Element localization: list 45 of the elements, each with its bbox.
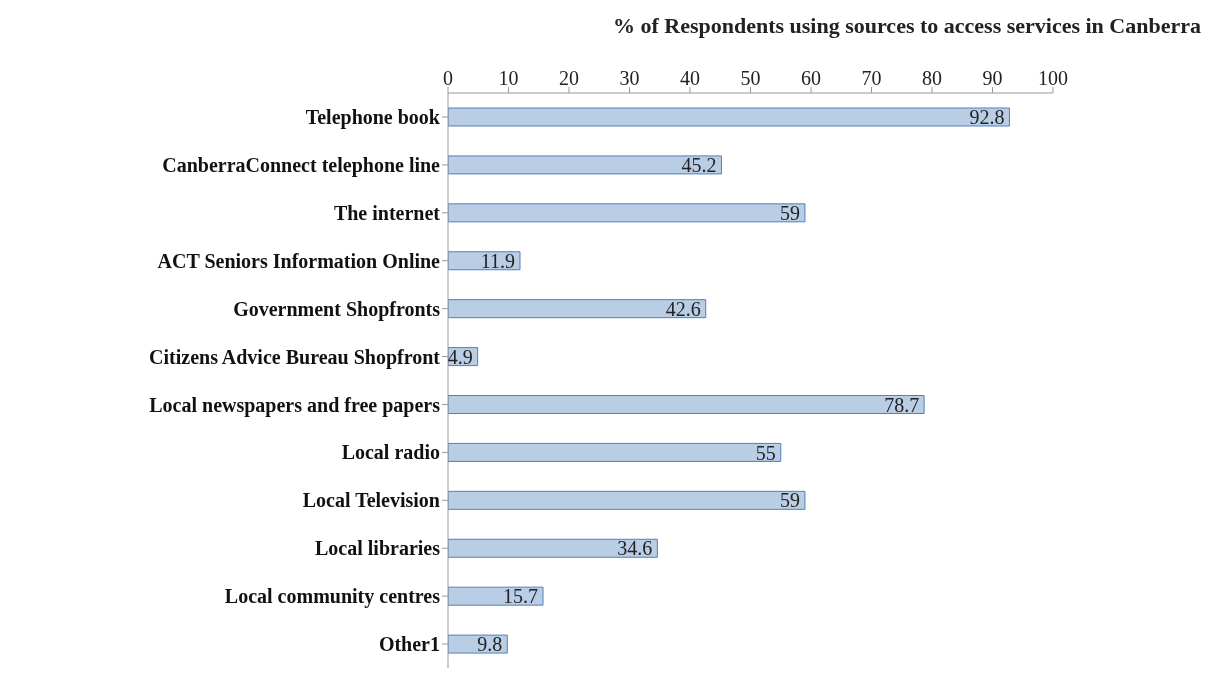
bar: [448, 538, 658, 558]
x-tick-label: 80: [922, 67, 942, 89]
bar: [448, 155, 722, 175]
x-tick-label: 70: [861, 67, 882, 89]
x-tick-label: 30: [619, 67, 640, 89]
x-tick-label: 100: [1038, 67, 1068, 89]
y-tick-label: Telephone book: [305, 106, 441, 130]
x-tick-label: 20: [559, 67, 579, 89]
y-tick-label: ACT Seniors Information Online: [157, 249, 441, 272]
data-label: 59: [779, 489, 800, 512]
bar: [448, 107, 1010, 127]
x-tick-label: 60: [801, 67, 821, 89]
data-label: 78.7: [884, 393, 920, 416]
x-tick-label: 40: [680, 67, 700, 89]
y-tick-label: Government Shopfronts: [233, 297, 441, 321]
x-tick-label: 0: [443, 67, 453, 89]
y-tick-label: Local community centres: [224, 585, 441, 609]
data-label: 45.2: [681, 154, 717, 177]
data-label: 34.6: [617, 537, 653, 560]
data-label: 55: [755, 441, 776, 464]
bar: [448, 442, 782, 462]
data-label: 11.9: [480, 249, 515, 272]
x-tick-label: 10: [498, 67, 519, 89]
data-label: 9.8: [477, 633, 503, 656]
y-tick-label: Local newspapers and free papers: [149, 393, 441, 417]
y-tick-label: Local radio: [341, 441, 440, 464]
y-tick-label: Local libraries: [315, 537, 441, 560]
data-label: 59: [779, 201, 800, 224]
bar: [448, 490, 806, 510]
bar: [448, 299, 707, 319]
data-label: 92.8: [969, 106, 1005, 129]
bar: [448, 395, 925, 414]
bar: [448, 203, 806, 223]
data-label: 15.7: [502, 585, 538, 608]
y-tick-label: Local Television: [302, 489, 440, 512]
y-tick-label: Citizens Advice Bureau Shopfront: [149, 345, 441, 369]
chart-title: % of Respondents using sources to access services in Canberra: [611, 12, 1202, 40]
data-label: 42.6: [665, 297, 701, 320]
data-label: 4.9: [447, 345, 473, 368]
y-tick-label: CanberraConnect telephone line: [162, 153, 441, 177]
x-tick-label: 90: [982, 67, 1003, 89]
y-tick-label: Other1: [378, 633, 440, 656]
y-tick-label: The internet: [333, 201, 441, 224]
bar: [448, 586, 544, 606]
x-tick-label: 50: [740, 67, 761, 89]
